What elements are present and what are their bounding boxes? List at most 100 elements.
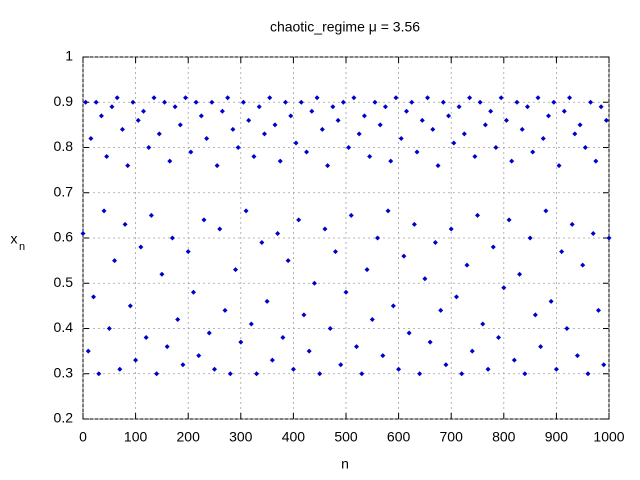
data-point <box>380 353 386 359</box>
data-point <box>119 126 125 132</box>
data-point <box>238 339 244 345</box>
data-point <box>443 362 449 368</box>
y-tick-label: 0.4 <box>54 319 74 335</box>
data-point <box>535 95 541 101</box>
data-point <box>414 149 420 155</box>
data-point <box>311 280 317 286</box>
data-point <box>325 163 331 169</box>
data-point <box>227 371 233 377</box>
data-point <box>261 131 267 137</box>
data-point <box>472 154 478 160</box>
data-point <box>338 362 344 368</box>
data-point <box>235 145 241 150</box>
data-point <box>348 212 354 218</box>
data-point <box>298 99 304 105</box>
data-point <box>417 371 423 377</box>
data-point <box>193 99 199 105</box>
data-point <box>509 158 515 164</box>
data-point <box>511 357 517 363</box>
data-point <box>335 117 341 123</box>
data-point <box>225 95 231 101</box>
data-point <box>364 267 370 273</box>
data-point <box>83 99 89 105</box>
data-point <box>361 113 367 119</box>
data-point <box>359 371 365 377</box>
data-point <box>101 208 107 214</box>
data-point <box>267 95 273 101</box>
data-point <box>377 122 383 128</box>
y-axis-label-subscript: n <box>19 241 25 253</box>
data-point <box>343 289 349 295</box>
data-point <box>340 99 346 105</box>
data-point <box>501 285 507 291</box>
data-point <box>503 117 509 123</box>
data-point <box>582 145 588 150</box>
x-tick-label: 200 <box>177 429 201 445</box>
data-point <box>401 253 407 259</box>
data-point <box>590 230 596 236</box>
data-point <box>585 371 591 377</box>
data-point <box>411 221 417 227</box>
data-point <box>114 95 120 101</box>
data-point <box>506 217 512 223</box>
data-point <box>419 117 425 123</box>
y-axis-label: x <box>11 231 18 247</box>
data-point <box>385 208 391 214</box>
data-point <box>172 104 178 110</box>
y-tick-label: 0.2 <box>54 410 74 426</box>
data-point <box>461 131 467 137</box>
data-point <box>564 326 570 331</box>
data-point <box>396 366 402 372</box>
data-point <box>498 95 504 101</box>
data-point <box>548 298 554 304</box>
data-point <box>519 126 525 132</box>
data-point <box>372 99 378 105</box>
data-point <box>204 135 210 141</box>
data-point <box>143 335 149 341</box>
data-point <box>240 99 246 105</box>
y-tick-label: 0.8 <box>54 138 74 154</box>
data-point <box>88 135 94 141</box>
data-point <box>98 113 104 119</box>
data-point <box>532 312 538 318</box>
data-point <box>280 335 286 341</box>
data-point <box>485 366 491 372</box>
data-point <box>259 240 265 246</box>
data-point <box>256 104 262 110</box>
data-point <box>390 303 396 309</box>
data-point <box>448 226 454 232</box>
data-point <box>156 131 162 137</box>
data-point <box>446 113 452 119</box>
data-point <box>403 108 409 114</box>
data-point <box>275 230 281 236</box>
data-point <box>514 99 520 105</box>
data-point <box>93 99 99 105</box>
x-tick-label: 500 <box>334 429 358 445</box>
x-tick-label: 900 <box>545 429 569 445</box>
data-point <box>301 312 307 318</box>
data-point <box>606 235 612 241</box>
data-point <box>425 95 431 101</box>
data-point <box>327 326 333 331</box>
data-point <box>296 217 302 223</box>
data-point <box>293 140 299 146</box>
data-point <box>319 126 325 132</box>
data-point <box>438 307 444 313</box>
data-point <box>488 108 494 114</box>
data-point <box>91 294 97 300</box>
data-point <box>440 99 446 105</box>
data-point <box>422 276 428 282</box>
data-point <box>346 145 352 150</box>
x-axis-label: n <box>341 456 349 472</box>
data-point <box>393 95 399 101</box>
data-point <box>277 158 283 164</box>
data-point <box>538 344 544 350</box>
data-point <box>159 271 165 277</box>
data-point <box>561 108 567 114</box>
data-point <box>567 95 573 101</box>
data-point <box>451 140 457 146</box>
data-point <box>490 244 496 250</box>
data-point <box>185 249 191 255</box>
data-point <box>138 244 144 250</box>
data-point <box>180 362 186 368</box>
